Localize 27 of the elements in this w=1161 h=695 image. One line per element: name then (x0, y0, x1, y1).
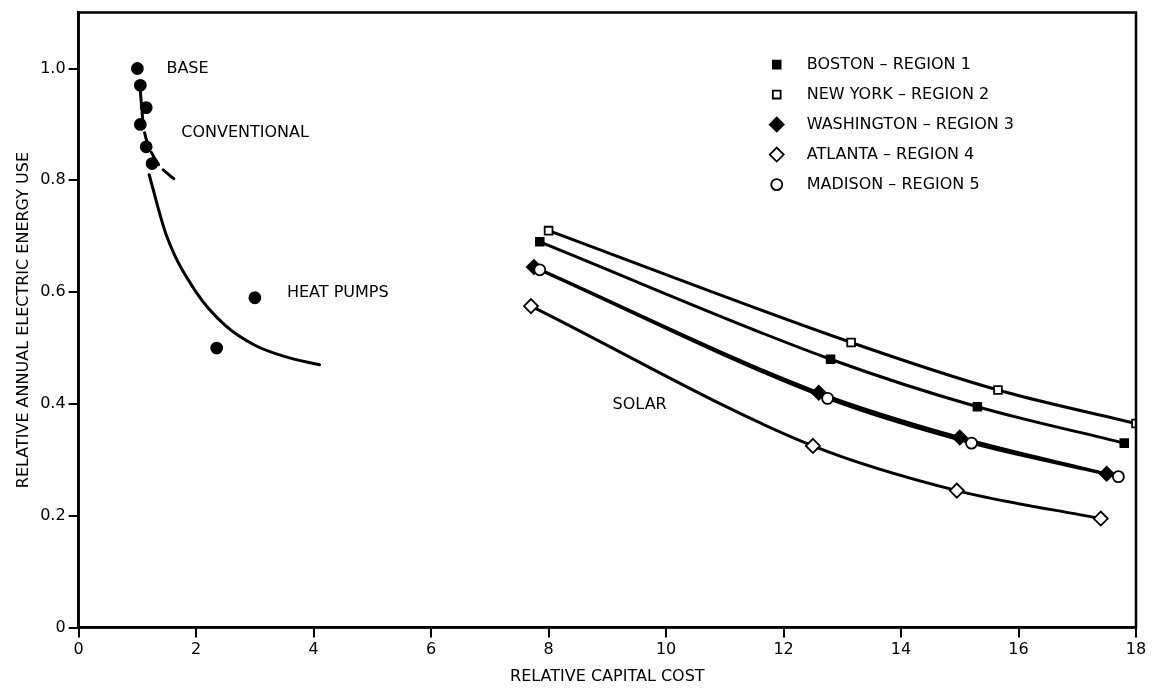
legend-label: WASHINGTON – REGION 3 (806, 113, 1015, 133)
y-tick-label: 0.4 (40, 393, 66, 413)
x-tick-label: 6 (426, 639, 437, 659)
legend-label: ATLANTA – REGION 4 (806, 143, 975, 163)
legend-label: MADISON – REGION 5 (806, 173, 980, 193)
x-tick-label: 4 (308, 639, 319, 659)
y-axis-title: RELATIVE ANNUAL ELECTRIC ENERGY USE (12, 151, 32, 489)
legend-label: BOSTON – REGION 1 (806, 53, 971, 73)
x-tick-label: 16 (1008, 639, 1029, 659)
x-axis-title: RELATIVE CAPITAL COST (510, 665, 705, 685)
y-tick-label: 0.2 (40, 504, 66, 524)
legend-label: NEW YORK – REGION 2 (806, 83, 990, 103)
annotation: CONVENTIONAL (181, 121, 309, 141)
x-tick-label: 2 (191, 639, 202, 659)
x-tick-label: 18 (1125, 639, 1147, 659)
y-tick-label: 0 (55, 616, 66, 636)
x-tick-label: 12 (773, 639, 794, 659)
y-tick-label: 1.0 (40, 57, 66, 77)
annotation: SOLAR (612, 393, 667, 413)
x-tick-label: 10 (655, 639, 677, 659)
annotation: HEAT PUMPS (286, 281, 389, 301)
annotation: BASE (166, 57, 209, 77)
y-tick-label: 0.6 (40, 281, 66, 301)
x-tick-label: 0 (73, 639, 84, 659)
x-tick-label: 14 (890, 639, 912, 659)
x-tick-label: 8 (543, 639, 554, 659)
y-tick-label: 0.8 (40, 169, 66, 189)
